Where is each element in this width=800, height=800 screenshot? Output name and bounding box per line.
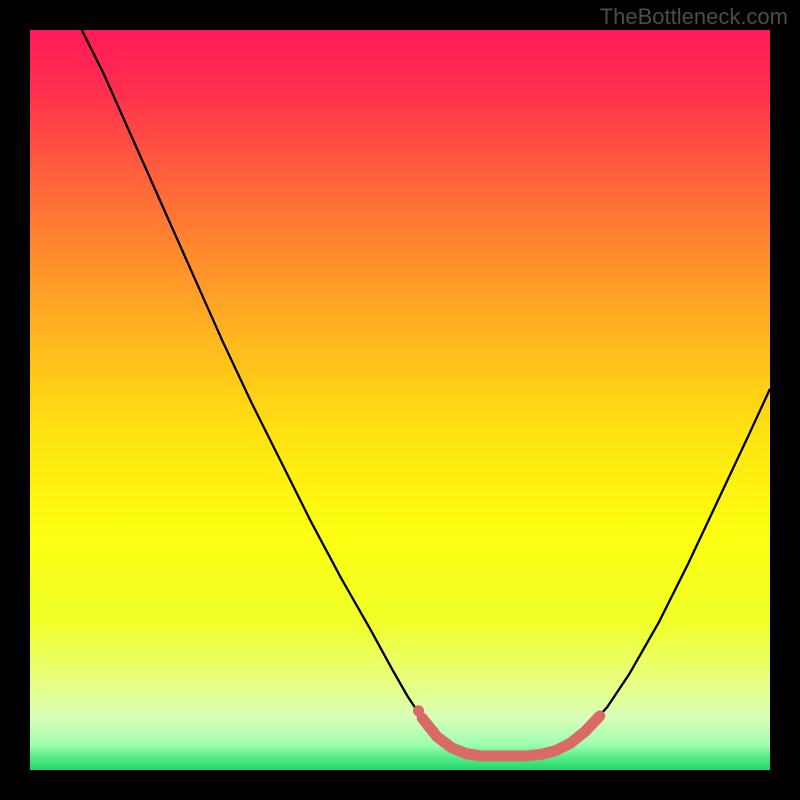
highlight-marker [413, 705, 424, 716]
plot-area [30, 30, 770, 770]
watermark-text: TheBottleneck.com [600, 4, 788, 30]
chart-container: TheBottleneck.com [0, 0, 800, 800]
highlight-marker [428, 726, 439, 737]
gradient-background [30, 30, 770, 770]
plot-svg [30, 30, 770, 770]
